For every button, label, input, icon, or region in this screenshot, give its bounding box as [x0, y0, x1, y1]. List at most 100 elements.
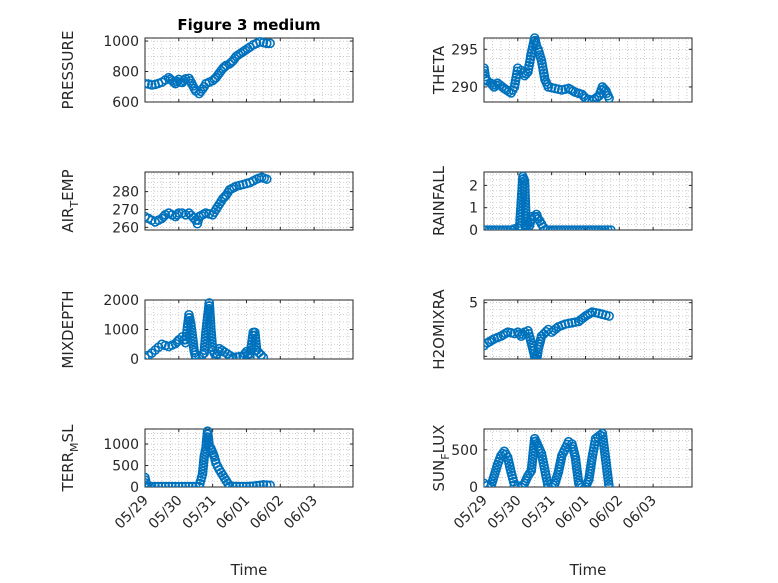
y-tick-label: 1000 — [103, 34, 139, 50]
data-point — [485, 482, 496, 487]
data-point — [205, 312, 215, 323]
data-point — [160, 481, 171, 487]
y-tick-label: 0 — [130, 352, 139, 368]
data-point — [586, 225, 596, 230]
marker-series — [484, 33, 614, 102]
data-point — [575, 225, 585, 230]
data-point — [180, 74, 191, 84]
x-axis-label: Time — [230, 561, 268, 579]
data-point — [225, 350, 236, 359]
data-point — [153, 481, 164, 487]
data-point — [606, 225, 616, 230]
x-tick-label: 05/30 — [485, 493, 525, 533]
data-point — [205, 318, 216, 329]
marker-series — [145, 37, 275, 99]
data-point — [145, 352, 150, 359]
y-axis-label-main: RAINFALL — [430, 165, 448, 236]
data-point — [491, 80, 501, 90]
data-point — [521, 68, 532, 79]
y-tick-label: 2 — [469, 178, 478, 194]
x-axis-label: Time — [569, 561, 607, 579]
y-axis-label-sub: F — [439, 453, 452, 459]
data-point — [205, 321, 216, 332]
data-point — [583, 225, 593, 230]
y-axis-label-sub: M — [68, 442, 81, 452]
data-point — [580, 225, 591, 230]
x-tick-label: 06/02 — [247, 493, 287, 533]
y-axis-label: THETA — [430, 45, 448, 95]
data-point — [174, 481, 184, 487]
y-tick-label: 280 — [112, 185, 139, 201]
x-tick-label: 05/30 — [146, 493, 186, 533]
data-point — [514, 329, 525, 339]
data-point — [261, 38, 272, 49]
x-tick-label: 06/03 — [281, 493, 321, 533]
data-point — [556, 225, 566, 230]
y-axis-label-tail: EMP — [59, 169, 77, 200]
y-axis-label-main: TERR — [59, 452, 77, 493]
data-point — [157, 481, 167, 487]
data-point — [163, 481, 174, 487]
data-point — [231, 481, 242, 487]
data-point — [492, 225, 503, 230]
data-point — [170, 481, 181, 487]
data-point — [228, 352, 238, 359]
y-axis-label-main: SUN — [430, 460, 448, 492]
y-tick-label: 270 — [112, 202, 139, 218]
data-point — [256, 350, 266, 359]
y-axis-label: MIXDEPTH — [59, 290, 77, 368]
y-tick-label: 1000 — [103, 437, 139, 453]
y-axis-label-main: MIXDEPTH — [59, 290, 77, 368]
y-axis-label: SUNFLUX — [430, 425, 452, 492]
y-axis-label-main: PRESSURE — [59, 31, 77, 110]
data-point — [150, 481, 160, 487]
data-point — [569, 225, 580, 230]
data-point — [265, 38, 275, 49]
data-point — [543, 482, 554, 487]
y-axis-label-main: AIR — [59, 208, 77, 233]
data-point — [591, 225, 602, 230]
x-tick-label: 06/01 — [552, 493, 592, 533]
data-point — [600, 225, 610, 230]
data-point — [580, 482, 591, 487]
data-point — [180, 481, 191, 487]
data-point — [564, 225, 575, 230]
data-point — [174, 208, 184, 218]
data-point — [553, 225, 564, 230]
data-point — [205, 315, 216, 326]
x-tick-label: 06/01 — [213, 493, 253, 533]
data-point — [224, 481, 235, 487]
data-point — [205, 309, 215, 320]
data-point — [542, 225, 553, 230]
y-tick-label: 500 — [112, 459, 139, 475]
data-point — [205, 306, 215, 317]
data-point — [261, 174, 272, 184]
plot-area — [484, 38, 692, 102]
data-point — [578, 91, 589, 102]
x-tick-label: 05/29 — [112, 493, 152, 533]
mixdepth-panel: 0 1000 2000 MIXDEPTH — [59, 290, 354, 369]
y-tick-label: 260 — [112, 220, 139, 236]
data-point — [498, 225, 508, 230]
y-axis-label-tail: LUX — [430, 425, 448, 454]
data-point — [255, 480, 265, 487]
data-point — [503, 225, 514, 230]
y-tick-label: 1000 — [103, 323, 139, 339]
x-tick-label: 06/02 — [586, 493, 626, 533]
data-point — [241, 481, 252, 487]
chart-title: Figure 3 medium — [177, 16, 320, 34]
data-point — [251, 480, 262, 487]
data-point — [567, 225, 577, 230]
data-point — [577, 225, 588, 230]
data-point — [490, 225, 500, 230]
data-point — [561, 225, 572, 230]
x-tick-label: 05/31 — [519, 493, 559, 533]
data-point — [604, 93, 614, 102]
data-point — [548, 480, 559, 487]
data-point — [532, 356, 541, 359]
data-point — [258, 480, 269, 487]
